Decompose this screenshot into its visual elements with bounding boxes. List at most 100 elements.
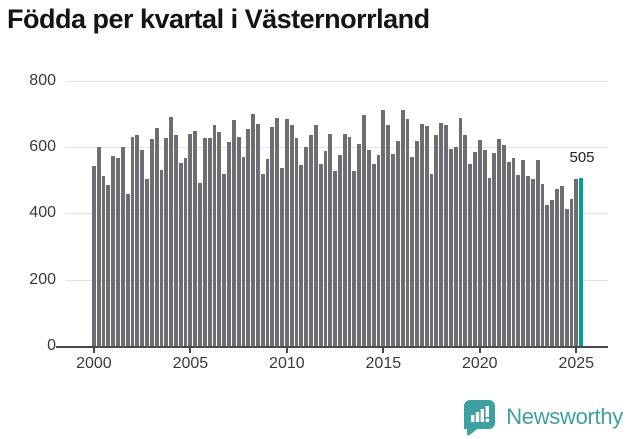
bar — [284, 119, 289, 346]
bar — [352, 171, 357, 346]
bar — [550, 200, 555, 346]
bar — [555, 188, 559, 346]
bar — [526, 176, 530, 346]
bar — [400, 110, 405, 346]
bar-highlighted — [579, 178, 583, 346]
bar — [420, 123, 424, 346]
bar — [492, 152, 497, 346]
brand-footer: Newsworthy — [464, 398, 623, 436]
x-axis-label-2015: 2015 — [365, 355, 402, 372]
bar — [120, 146, 125, 346]
bar — [376, 154, 381, 346]
bar — [448, 148, 453, 346]
bar — [289, 124, 294, 346]
bar — [458, 118, 463, 346]
x-tick-2015 — [382, 348, 385, 353]
bar — [487, 178, 492, 346]
bar — [154, 128, 159, 346]
bar — [188, 133, 193, 346]
bar — [217, 132, 222, 346]
bar — [309, 134, 313, 346]
x-tick-2005 — [189, 348, 192, 353]
bar — [227, 142, 231, 346]
bar — [145, 179, 149, 346]
bar — [106, 184, 111, 346]
bar — [362, 115, 366, 346]
bar — [241, 156, 246, 346]
y-axis-label-200: 200 — [29, 270, 56, 288]
x-axis-label-2020: 2020 — [461, 355, 498, 372]
bar — [506, 161, 511, 346]
bar — [198, 182, 202, 346]
bar — [453, 146, 458, 346]
bar — [473, 151, 477, 346]
bar — [569, 198, 574, 346]
bar — [323, 151, 328, 346]
bar — [468, 163, 473, 346]
bar — [294, 138, 299, 346]
y-axis-label-600: 600 — [29, 137, 56, 155]
bar — [530, 178, 535, 346]
bar — [270, 127, 275, 346]
bar — [574, 179, 579, 346]
y-axis-label-800: 800 — [29, 71, 56, 89]
bar — [280, 167, 284, 346]
bar — [92, 165, 96, 346]
newsworthy-logo-icon — [464, 399, 496, 436]
bar — [429, 173, 434, 346]
bar — [159, 170, 164, 346]
bar — [366, 150, 371, 346]
bar — [444, 125, 448, 346]
x-axis-label-2005: 2005 — [172, 355, 209, 372]
x-tick-2025 — [575, 348, 578, 353]
bar — [236, 137, 241, 346]
last-value-label: 505 — [569, 149, 595, 166]
bar — [347, 137, 352, 346]
bar — [463, 134, 468, 346]
bar — [564, 209, 569, 346]
bar — [169, 117, 173, 346]
bar — [174, 134, 178, 346]
x-axis-label-2000: 2000 — [76, 355, 112, 372]
bar — [260, 173, 265, 346]
gridline-600 — [66, 146, 608, 148]
bar — [511, 157, 516, 346]
bar — [130, 137, 135, 346]
bar — [116, 157, 120, 346]
bar — [164, 138, 169, 346]
bar — [178, 162, 183, 346]
bar — [256, 123, 260, 346]
bar — [410, 156, 415, 346]
bar — [516, 175, 521, 346]
bar — [559, 186, 564, 346]
bar — [424, 126, 429, 346]
bar — [96, 147, 101, 346]
gridline-800 — [66, 80, 608, 82]
chart-title: Födda per kvartal i Västernorrland — [7, 4, 430, 34]
brand-name: Newsworthy — [506, 404, 623, 429]
y-axis-label-400: 400 — [29, 204, 56, 222]
bar — [149, 138, 154, 346]
bar — [357, 143, 362, 346]
chart-area: 505 0 200 400 600 800 2000 2005 2010 2015 2020 202… — [0, 60, 631, 380]
bar — [246, 128, 251, 346]
bar — [405, 118, 410, 346]
bar — [338, 155, 342, 346]
bar — [386, 125, 391, 346]
bar — [222, 173, 227, 346]
bar — [125, 193, 130, 346]
gridline-400 — [66, 213, 608, 215]
x-tick-2020 — [478, 348, 481, 353]
bar — [183, 157, 188, 346]
bar — [391, 153, 395, 346]
bar — [439, 122, 444, 346]
bar — [477, 140, 482, 346]
bar — [540, 184, 545, 346]
bar — [328, 133, 333, 346]
x-axis-label-2010: 2010 — [269, 355, 305, 372]
bar — [381, 110, 386, 346]
bar — [415, 141, 419, 346]
bar — [207, 138, 212, 346]
bar — [482, 150, 487, 346]
bar — [395, 141, 400, 346]
